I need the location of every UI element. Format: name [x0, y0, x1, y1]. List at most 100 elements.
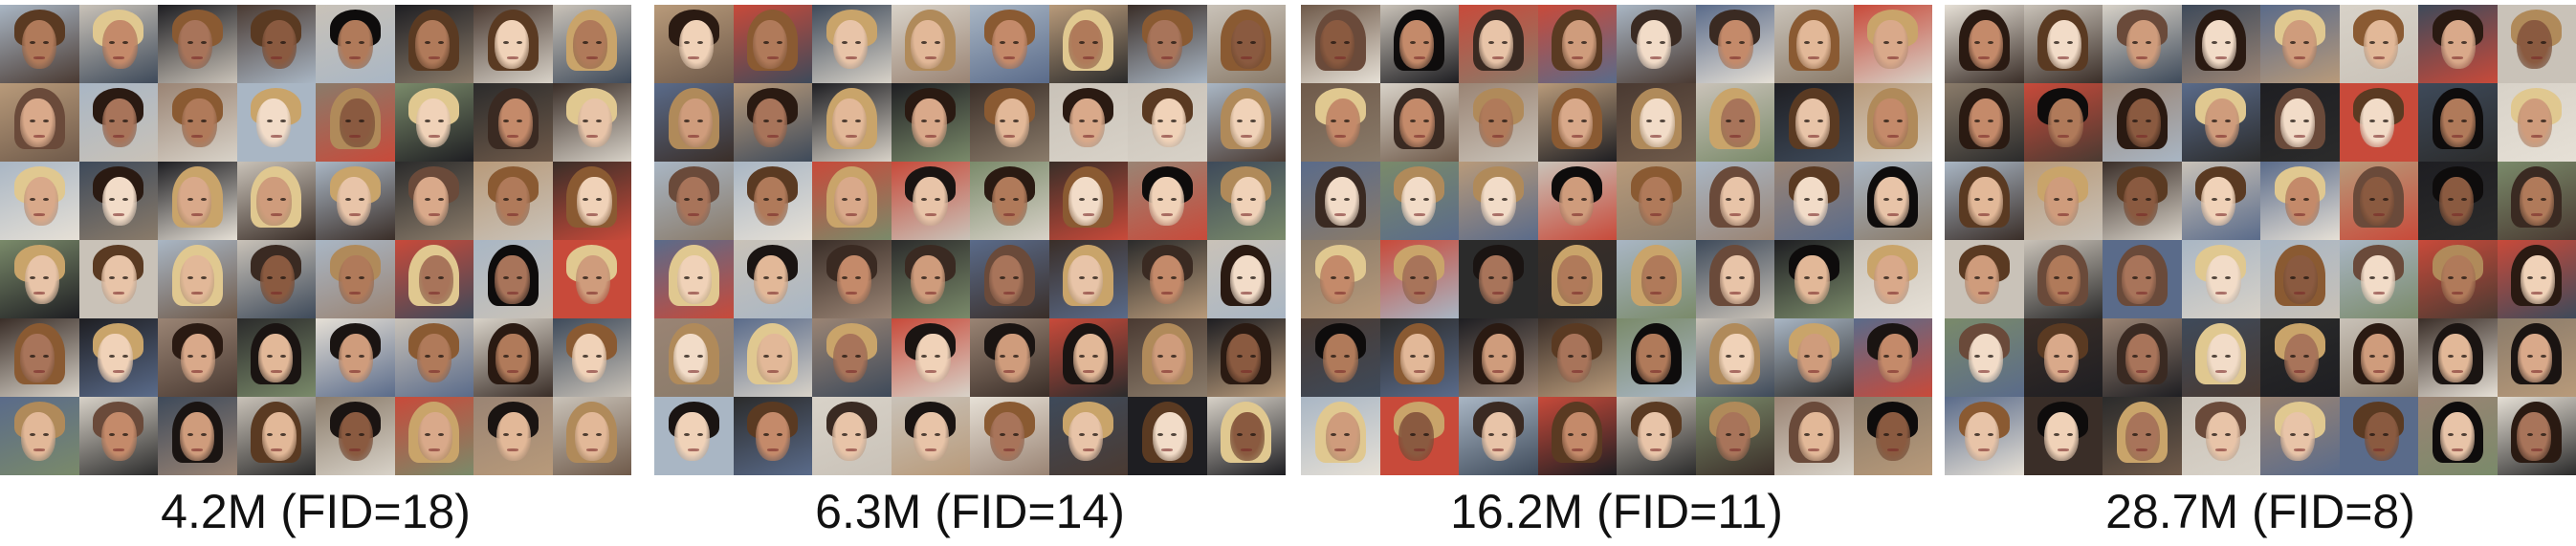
eye-shape: [595, 432, 602, 436]
eye-shape: [1988, 197, 1994, 201]
eye-shape: [2290, 354, 2297, 358]
eye-shape: [1331, 354, 1337, 358]
mouth-shape: [846, 292, 858, 295]
face-thumbnail: [1695, 318, 1774, 397]
face-shape: [261, 20, 297, 70]
eye-shape: [2368, 432, 2375, 436]
face-shape: [577, 177, 612, 227]
face-thumbnail: [733, 83, 812, 162]
face-shape: [833, 20, 869, 70]
face-thumbnail: [1128, 240, 1207, 318]
face-shape: [261, 412, 297, 462]
eye-shape: [1660, 40, 1666, 44]
mouth-shape: [1240, 213, 1252, 216]
face-thumbnail: [1945, 397, 2024, 475]
face-thumbnail: [1379, 162, 1459, 240]
eye-shape: [2224, 197, 2231, 201]
face-thumbnail: [1379, 397, 1459, 475]
face-thumbnail: [1301, 162, 1380, 240]
face-thumbnail: [2339, 83, 2418, 162]
eye-shape: [762, 275, 769, 279]
mouth-shape: [1650, 370, 1662, 373]
eye-shape: [1646, 354, 1653, 358]
mouth-shape: [1886, 448, 1899, 451]
face-thumbnail: [1617, 240, 1696, 318]
eye-shape: [1988, 119, 1994, 122]
eye-shape: [187, 197, 194, 201]
eye-shape: [1171, 432, 1178, 436]
face-thumbnail: [1206, 5, 1286, 83]
face-shape: [995, 334, 1030, 383]
panel-2: 6.3M (FID=14): [654, 5, 1286, 546]
face-shape: [256, 98, 292, 148]
eye-shape: [2132, 275, 2139, 279]
face-thumbnail: [1695, 5, 1774, 83]
face-shape: [2440, 20, 2477, 70]
face-shape: [831, 98, 868, 148]
mouth-shape: [1240, 292, 1252, 295]
face-thumbnail: [1537, 83, 1617, 162]
panel-caption: 16.2M (FID=11): [1450, 485, 1783, 538]
mouth-shape: [766, 56, 779, 59]
mouth-shape: [33, 56, 46, 59]
mouth-shape: [846, 135, 858, 138]
eye-shape: [842, 354, 848, 358]
eye-shape: [1091, 197, 1098, 201]
face-shape: [1147, 20, 1182, 70]
face-shape: [2048, 98, 2083, 148]
face-thumbnail: [158, 318, 237, 397]
eye-shape: [2368, 275, 2375, 279]
face-shape: [2361, 255, 2396, 305]
face-thumbnail: [158, 240, 237, 318]
mouth-shape: [1334, 448, 1347, 451]
eye-shape: [359, 40, 365, 44]
face-shape: [2206, 255, 2241, 305]
mouth-shape: [924, 448, 936, 451]
mouth-shape: [688, 213, 700, 216]
mouth-shape: [2214, 213, 2227, 216]
face-thumbnail: [2103, 83, 2182, 162]
face-shape: [1796, 334, 1833, 383]
face-shape: [20, 98, 55, 148]
face-shape: [495, 20, 530, 70]
eye-shape: [1882, 432, 1889, 436]
face-thumbnail: [1379, 83, 1459, 162]
eye-shape: [582, 432, 588, 436]
face-thumbnail: [2497, 83, 2576, 162]
mouth-shape: [2057, 448, 2069, 451]
eye-shape: [1091, 40, 1098, 44]
face-thumbnail: [394, 318, 473, 397]
mouth-shape: [585, 448, 598, 451]
face-thumbnail: [970, 83, 1049, 162]
face-thumbnail: [2260, 318, 2340, 397]
mouth-shape: [1571, 370, 1583, 373]
eye-shape: [2224, 119, 2231, 122]
eye-shape: [1157, 275, 1164, 279]
mouth-shape: [1003, 370, 1016, 373]
face-thumbnail: [812, 83, 892, 162]
panel-3: 16.2M (FID=11): [1301, 5, 1932, 546]
face-shape: [574, 412, 610, 462]
face-shape: [1398, 20, 1434, 70]
face-shape: [2125, 20, 2161, 70]
mouth-shape: [585, 292, 598, 295]
mouth-shape: [507, 292, 519, 295]
face-shape: [2359, 177, 2395, 227]
face-thumbnail: [1945, 83, 2024, 162]
face-shape: [913, 177, 948, 227]
face-thumbnail: [1459, 397, 1538, 475]
eye-shape: [1817, 432, 1824, 436]
face-thumbnail: [2260, 5, 2340, 83]
eye-shape: [1000, 354, 1006, 358]
face-thumbnail: [2181, 5, 2260, 83]
eye-shape: [2211, 197, 2217, 201]
face-shape: [1326, 98, 1361, 148]
face-shape: [2437, 334, 2473, 383]
eye-shape: [43, 432, 50, 436]
face-thumbnail: [654, 83, 734, 162]
face-shape: [837, 255, 872, 305]
face-thumbnail: [2023, 162, 2103, 240]
eye-shape: [582, 354, 588, 358]
eye-shape: [2448, 119, 2455, 122]
eye-shape: [201, 275, 208, 279]
